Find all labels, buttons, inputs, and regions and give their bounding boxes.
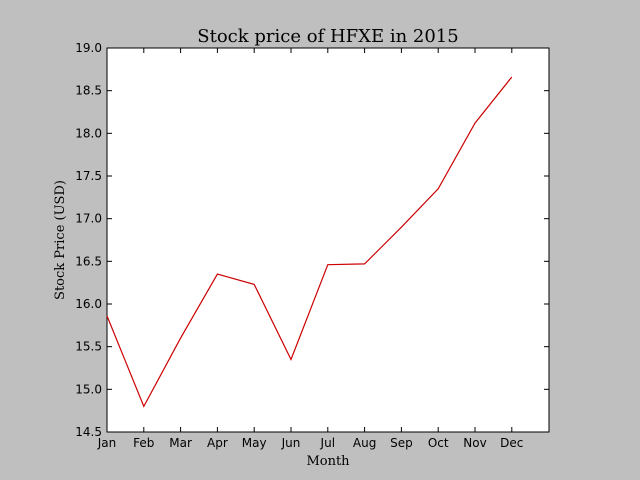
- x-tick-label: Aug: [353, 436, 376, 450]
- y-tick-label: 16.0: [75, 297, 102, 311]
- series: [106, 76, 513, 408]
- x-ticks: Jan Feb Mar Apr May Jun Jul Aug Sep Oct Nov Dec: [97, 48, 523, 450]
- series-line-0: [106, 76, 513, 408]
- y-tick-label: 15.5: [75, 340, 102, 354]
- y-tick-label: 14.5: [75, 425, 102, 439]
- x-tick-label: Feb: [133, 436, 154, 450]
- y-ticks: 14.5 15.0 15.5 16.0 16.5 17.0 17.5 18.0 18.5 19.0: [75, 41, 549, 439]
- x-axis-label: Month: [306, 454, 350, 469]
- x-tick-label: Apr: [207, 436, 228, 450]
- y-tick-label: 15.0: [75, 382, 102, 396]
- y-tick-label: 16.5: [75, 254, 102, 268]
- x-tick-label: Jul: [320, 436, 335, 450]
- y-tick-label: 17.5: [75, 169, 102, 183]
- x-tick-label: Mar: [169, 436, 192, 450]
- x-tick-label: Jan: [97, 436, 117, 450]
- x-tick-label: May: [242, 436, 267, 450]
- x-tick-label: Sep: [390, 436, 413, 450]
- y-tick-label: 18.0: [75, 126, 102, 140]
- y-axis-label: Stock Price (USD): [53, 180, 68, 300]
- x-tick-label: Jun: [281, 436, 301, 450]
- y-tick-label: 17.0: [75, 212, 102, 226]
- x-tick-label: Oct: [428, 436, 449, 450]
- y-tick-label: 19.0: [75, 41, 102, 55]
- x-tick-label: Dec: [500, 436, 523, 450]
- chart-title: Stock price of HFXE in 2015: [197, 26, 458, 47]
- y-tick-label: 18.5: [75, 84, 102, 98]
- x-tick-label: Nov: [463, 436, 486, 450]
- plot-area: [106, 47, 550, 433]
